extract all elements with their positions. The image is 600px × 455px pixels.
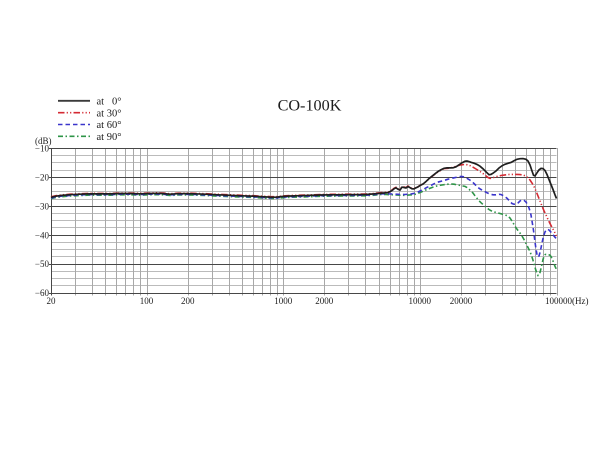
svg-text:(Hz): (Hz): [572, 296, 589, 306]
svg-text:−60: −60: [35, 288, 50, 298]
svg-text:−50: −50: [35, 259, 50, 269]
svg-text:(dB): (dB): [35, 136, 52, 146]
svg-text:at 0°: at 0°: [97, 96, 122, 107]
svg-text:at 30°: at 30°: [97, 108, 122, 119]
svg-text:100: 100: [140, 296, 154, 306]
svg-text:−10: −10: [35, 144, 50, 154]
svg-text:20: 20: [47, 296, 57, 306]
svg-text:100000: 100000: [545, 296, 573, 306]
svg-text:20000: 20000: [450, 296, 473, 306]
svg-text:at 60°: at 60°: [97, 120, 122, 131]
svg-text:200: 200: [181, 296, 195, 306]
svg-text:−40: −40: [35, 230, 50, 240]
svg-text:−30: −30: [35, 201, 50, 211]
svg-text:CO-100K: CO-100K: [278, 97, 342, 115]
svg-text:2000: 2000: [315, 296, 334, 306]
svg-text:1000: 1000: [274, 296, 293, 306]
svg-text:−20: −20: [35, 173, 50, 183]
svg-text:at 90°: at 90°: [97, 132, 122, 143]
svg-text:10000: 10000: [409, 296, 432, 306]
